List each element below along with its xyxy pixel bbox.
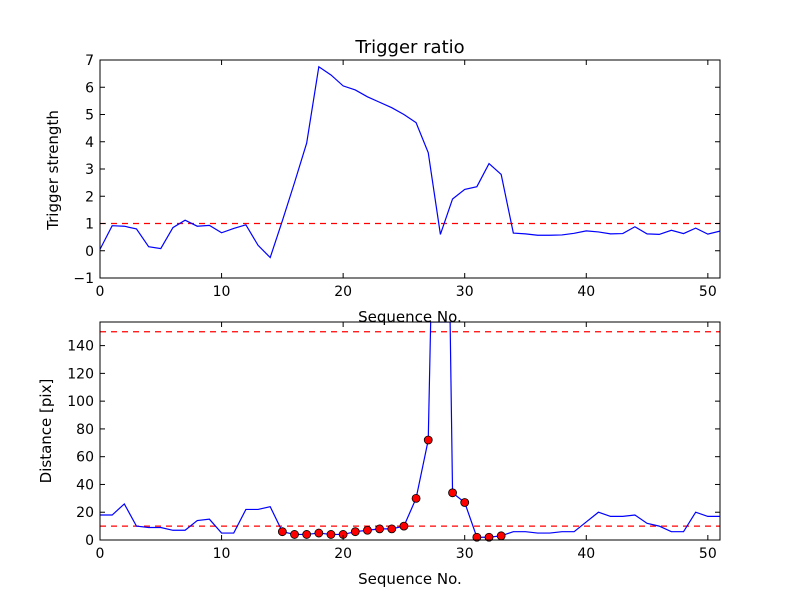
distance-highlight-point (423, 435, 433, 445)
distance-highlight-point (472, 532, 482, 542)
trigger-series-line-0 (100, 65, 720, 259)
distance-chart-plot-area: 0 10 20 30 40 50 0 20 40 60 80 100 120 140 (67, 322, 720, 562)
distance-chart: Sequence No. Distance [pix] 0 10 20 30 40 500… (37, 321, 721, 588)
trigger-y-tick-label: 5 (85, 108, 94, 124)
trigger-chart-ylabel: Trigger strength (44, 110, 62, 231)
trigger-chart-frame (99, 59, 721, 279)
trigger-y-tick-label: 0 (85, 244, 94, 260)
distance-highlight-point (326, 530, 336, 539)
trigger-y-tick-label: 4 (85, 135, 94, 151)
distance-highlight-point (314, 528, 324, 538)
distance-highlight-point (277, 527, 287, 537)
distance-y-tick-label: 40 (76, 477, 94, 493)
distance-chart-frame (99, 321, 721, 541)
trigger-x-tick-label: 30 (456, 284, 474, 300)
distance-highlight-point (387, 524, 397, 534)
trigger-x-tick-label: 0 (96, 284, 105, 300)
trigger-y-tick-label: 3 (85, 162, 94, 178)
trigger-y-tick-label: 1 (85, 217, 94, 233)
trigger-chart-xlabel: Sequence No. (358, 308, 462, 326)
trigger-x-tick-label: 40 (577, 284, 595, 300)
distance-x-tick-label: 30 (456, 546, 474, 562)
distance-x-tick-label: 20 (334, 546, 352, 562)
trigger-ratio-chart: Trigger ratio Sequence No. Trigger stren… (44, 37, 721, 326)
distance-y-tick-label: 0 (85, 533, 94, 549)
distance-highlight-point (460, 498, 470, 507)
distance-y-tick-label: 60 (76, 450, 94, 466)
distance-y-tick-label: 20 (76, 505, 94, 521)
distance-highlight-point (375, 524, 385, 534)
trigger-y-tick-label: 2 (85, 189, 94, 205)
distance-highlight-point (411, 493, 421, 503)
distance-y-tick-label: 80 (76, 422, 94, 438)
distance-highlight-point (290, 530, 299, 539)
distance-chart-xlabel: Sequence No. (358, 570, 462, 588)
distance-chart-ylabel: Distance [pix] (37, 379, 55, 484)
distance-highlight-point (399, 521, 409, 531)
distance-highlight-point (302, 530, 312, 539)
distance-highlight-point (496, 531, 506, 541)
distance-highlight-point (448, 488, 457, 498)
distance-highlight-point (484, 532, 494, 542)
distance-y-tick-label: 100 (67, 394, 94, 410)
distance-highlight-point (350, 527, 360, 537)
trigger-y-tick-label: 6 (85, 80, 94, 96)
distance-x-tick-label: 50 (699, 546, 717, 562)
distance-y-tick-label: 120 (67, 366, 94, 382)
trigger-y-tick-label: −1 (73, 271, 94, 287)
distance-highlight-point (363, 525, 372, 535)
distance-y-tick-label: 140 (67, 339, 94, 355)
trigger-x-tick-label: 10 (213, 284, 231, 300)
distance-x-tick-label: 0 (96, 546, 105, 562)
trigger-chart-title: Trigger ratio (354, 37, 464, 58)
trigger-x-tick-label: 20 (334, 284, 352, 300)
distance-x-tick-label: 40 (577, 546, 595, 562)
trigger-x-tick-label: 50 (699, 284, 717, 300)
distance-x-tick-label: 10 (213, 546, 231, 562)
trigger-y-tick-label: 7 (85, 53, 94, 69)
